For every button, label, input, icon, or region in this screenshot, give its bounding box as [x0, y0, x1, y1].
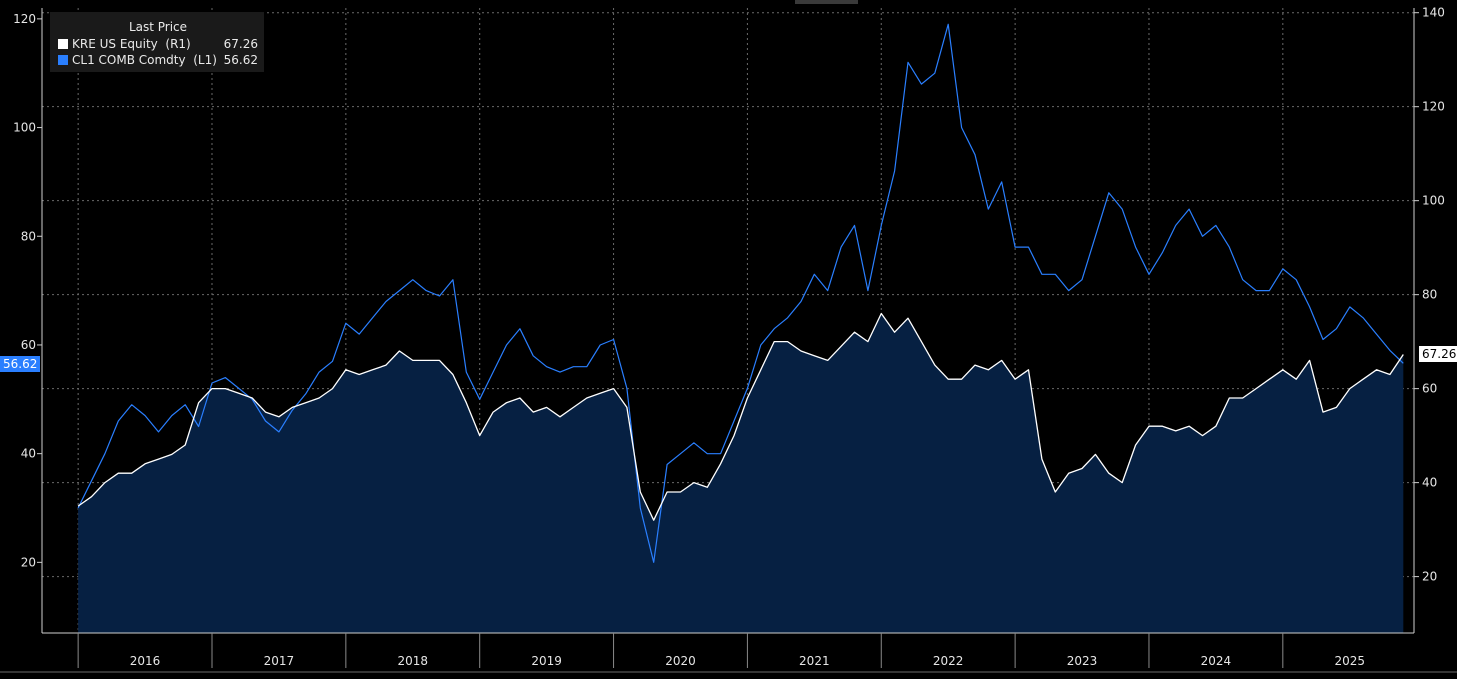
top-tab[interactable] — [795, 0, 858, 4]
right-tick-label: 100 — [1422, 194, 1445, 208]
right-tick-label: 60 — [1422, 382, 1437, 396]
right-tick-label: 80 — [1422, 288, 1437, 302]
year-tick-label: 2024 — [1201, 654, 1232, 668]
legend-value-cl1: 56.62 — [223, 53, 258, 67]
legend: Last Price KRE US Equity (R1) 67.26 CL1 … — [50, 12, 264, 72]
chart-axes: 20 40 60 80 100 120 20 40 60 80 100 120 140 2016 2017 2… — [0, 6, 1457, 673]
year-tick-label: 2017 — [264, 654, 295, 668]
left-tick-label: 80 — [21, 229, 36, 243]
left-tick-label: 60 — [21, 338, 36, 352]
series-line-kre — [77, 312, 1404, 521]
left-axis-last-value-badge: 56.62 — [0, 356, 41, 372]
left-tick-label: 40 — [21, 447, 36, 461]
legend-title: Last Price — [128, 20, 188, 34]
series-area-kre — [78, 313, 1404, 633]
year-tick-label: 2018 — [398, 654, 429, 668]
year-tick-label: 2025 — [1334, 654, 1365, 668]
legend-value-kre: 67.26 — [223, 37, 258, 51]
legend-swatch-kre — [58, 39, 68, 49]
left-tick-label: 120 — [13, 12, 36, 26]
year-tick-label: 2016 — [130, 654, 161, 668]
legend-item-kre: KRE US Equity (R1) 67.26 — [58, 36, 258, 52]
legend-item-cl1: CL1 COMB Comdty (L1) 56.62 — [58, 52, 258, 68]
right-tick-label: 120 — [1422, 100, 1445, 114]
left-tick-label: 20 — [21, 555, 36, 569]
year-tick-label: 2022 — [933, 654, 964, 668]
legend-label-cl1: CL1 COMB Comdty (L1) — [72, 53, 217, 67]
right-tick-label: 20 — [1422, 570, 1437, 584]
chart-series — [77, 23, 1404, 633]
legend-swatch-cl1 — [58, 55, 68, 65]
right-tick-label: 40 — [1422, 476, 1437, 490]
year-tick-label: 2021 — [799, 654, 830, 668]
year-tick-label: 2023 — [1067, 654, 1098, 668]
left-tick-label: 100 — [13, 121, 36, 135]
year-tick-label: 2019 — [531, 654, 562, 668]
right-tick-label: 140 — [1422, 6, 1445, 20]
legend-label-kre: KRE US Equity (R1) — [72, 37, 191, 51]
year-tick-label: 2020 — [665, 654, 696, 668]
right-axis-last-value-badge: 67.26 — [1419, 346, 1457, 362]
series-line-cl1 — [77, 23, 1404, 563]
